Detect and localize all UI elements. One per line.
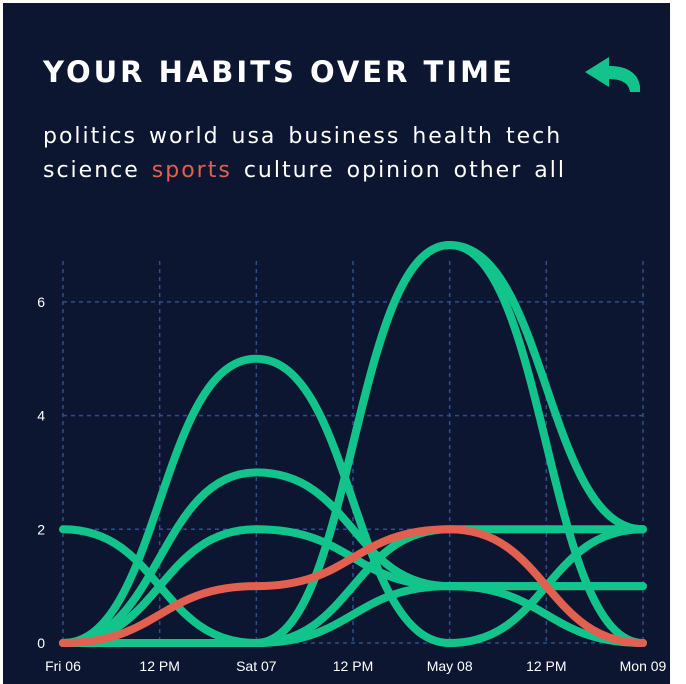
back-arrow-icon [585,57,640,92]
topic-filter-list: politics world usa business health tech scienc… [43,120,653,188]
topic-usa[interactable]: usa [231,124,277,149]
y-tick-label: 2 [37,521,45,537]
topic-world[interactable]: world [148,124,220,149]
habits-panel: YOUR HABITS OVER TIME politics world usa bu… [3,3,670,684]
topic-all[interactable]: all [534,158,566,183]
series-line-2 [59,525,647,647]
topic-opinion[interactable]: opinion [346,158,442,183]
x-tick-label: 12 PM [139,658,179,674]
back-button[interactable] [583,53,645,97]
habits-line-chart: 0 2 4 6 Fri 06 12 PM Sat 07 12 PM May 08 12 PM Mon… [37,241,667,674]
x-tick-label: 12 PM [526,658,566,674]
topic-health[interactable]: health [412,124,494,149]
chart-series-group [59,241,647,648]
topic-science[interactable]: science [43,158,140,183]
y-tick-label: 4 [37,408,45,424]
x-tick-label: May 08 [427,658,473,674]
topic-politics[interactable]: politics [43,124,137,149]
chart-tick-labels: 0 2 4 6 Fri 06 12 PM Sat 07 12 PM May 08 12 PM Mon… [37,294,666,674]
topic-sports[interactable]: sports [151,158,232,183]
y-tick-label: 6 [37,294,45,310]
page-title: YOUR HABITS OVER TIME [43,55,515,89]
topic-culture[interactable]: culture [243,158,335,183]
y-tick-label: 0 [37,635,45,651]
series-line-0 [59,354,647,647]
topic-other[interactable]: other [453,158,523,183]
window-edge [670,0,686,684]
series-line-selected [59,525,647,647]
topic-business[interactable]: business [288,124,401,149]
topic-tech[interactable]: tech [505,124,563,149]
x-tick-label: 12 PM [333,658,373,674]
x-tick-label: Sat 07 [236,658,277,674]
x-tick-label: Fri 06 [45,658,81,674]
x-tick-label: Mon 09 [620,658,667,674]
